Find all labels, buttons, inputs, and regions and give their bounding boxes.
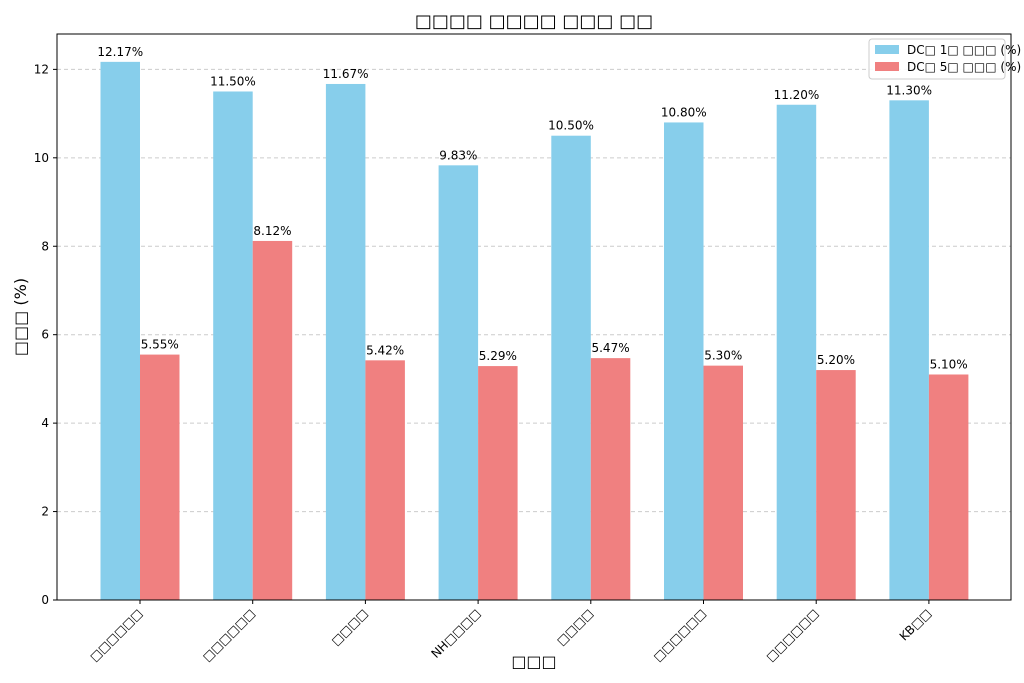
bar-series2-2	[365, 360, 405, 600]
bar-series1-1	[213, 91, 253, 600]
data-label: 10.50%	[548, 119, 594, 133]
bars	[100, 61, 969, 601]
bar-series1-6	[776, 104, 817, 600]
bar-series1-3	[438, 165, 479, 600]
y-axis-label: □□□ (%)	[11, 278, 30, 356]
y-tick-label: 4	[41, 416, 49, 430]
x-tick-label: □□□□□□	[651, 606, 709, 664]
data-label: 10.80%	[661, 105, 707, 119]
data-label: 11.30%	[886, 83, 932, 97]
plot-frame	[56, 33, 1012, 601]
x-tick-label: KB□□	[897, 606, 934, 643]
x-tick-label: □□□□	[329, 606, 371, 648]
chart-title: □□□□ □□□□ □□□ □□	[415, 11, 653, 32]
data-label: 9.83%	[439, 148, 477, 162]
bar-series2-6	[816, 370, 856, 600]
x-tick-label: NH□□□□	[429, 606, 484, 661]
bar-series2-4	[590, 358, 631, 600]
data-label: 5.10%	[930, 357, 968, 371]
x-tick-label: □□□□□□	[200, 606, 258, 664]
y-tick-label: 10	[34, 151, 49, 165]
legend: DC□ 1□ □□□ (%) DC□ 5□ □□□ (%)	[868, 38, 1021, 80]
bar-series1-0	[100, 61, 140, 601]
data-label: 11.67%	[323, 67, 369, 81]
legend-entry: DC□ 1□ □□□ (%)	[907, 43, 1021, 57]
data-label: 5.55%	[141, 338, 179, 352]
data-label: 11.20%	[774, 88, 820, 102]
legend-swatch-2	[875, 62, 899, 71]
y-axis: 0 2 4 6 8 10 12	[34, 62, 57, 607]
x-tick-label: □□□□□□	[763, 606, 821, 664]
bar-series2-0	[140, 354, 180, 600]
legend-box	[868, 38, 1006, 80]
data-label: 12.17%	[97, 45, 143, 59]
x-axis-label: □□□	[511, 652, 556, 671]
gridlines	[57, 68, 1011, 601]
data-label: 5.47%	[591, 341, 629, 355]
y-tick-label: 8	[41, 239, 49, 253]
bar-series1-4	[551, 135, 591, 600]
y-tick-label: 6	[41, 328, 49, 342]
bar-series2-1	[252, 240, 293, 600]
value-labels: 12.17% 5.55% 11.50% 8.12% 11.67% 5.42% 9.83% 5.…	[97, 45, 967, 372]
bar-series2-3	[478, 366, 518, 600]
data-label: 8.12%	[253, 224, 291, 238]
y-tick-label: 0	[41, 593, 49, 607]
bar-series1-2	[325, 83, 366, 601]
y-tick-label: 2	[41, 505, 49, 519]
x-tick-label: □□□□□□	[87, 606, 145, 664]
data-label: 5.29%	[479, 349, 517, 363]
data-label: 5.20%	[817, 353, 855, 367]
y-tick-label: 12	[34, 62, 49, 76]
x-tick-label: □□□□	[554, 606, 596, 648]
legend-swatch-1	[875, 45, 899, 54]
bar-series1-5	[664, 122, 704, 600]
bar-series1-7	[889, 100, 929, 600]
bar-series2-5	[703, 365, 743, 600]
data-label: 11.50%	[210, 74, 256, 88]
bar-series2-7	[928, 374, 969, 600]
data-label: 5.30%	[704, 349, 742, 363]
legend-entry: DC□ 5□ □□□ (%)	[907, 60, 1021, 74]
data-label: 5.42%	[366, 343, 404, 357]
